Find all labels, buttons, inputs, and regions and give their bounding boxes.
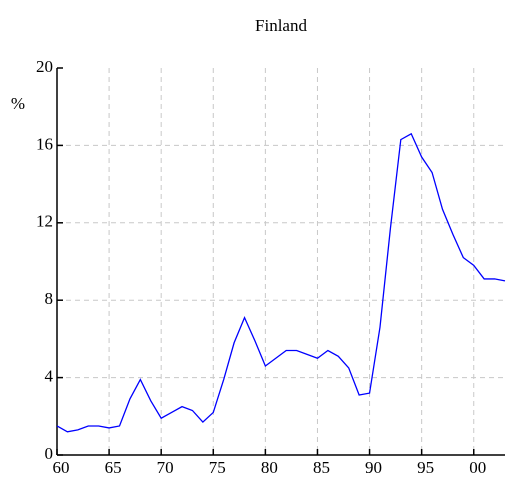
y-tick-label: 8 [45,289,54,308]
chart-title: Finland [255,16,307,35]
y-tick-label: 16 [36,134,53,153]
y-axis-label: % [11,94,25,113]
x-tick-label: 75 [209,458,226,477]
x-tick-label: 85 [313,458,330,477]
y-tick-label: 0 [45,444,54,463]
x-tick-label: 90 [365,458,382,477]
x-tick-label: 95 [417,458,434,477]
y-tick-label: 20 [36,57,53,76]
data-line [56,132,506,433]
x-tick-label: 60 [53,458,70,477]
x-tick-label: 65 [105,458,122,477]
y-tick-label: 12 [36,212,53,231]
x-tick-label: 80 [261,458,278,477]
y-tick-label: 4 [45,367,54,386]
x-tick-label: 00 [469,458,486,477]
x-tick-label: 70 [157,458,174,477]
